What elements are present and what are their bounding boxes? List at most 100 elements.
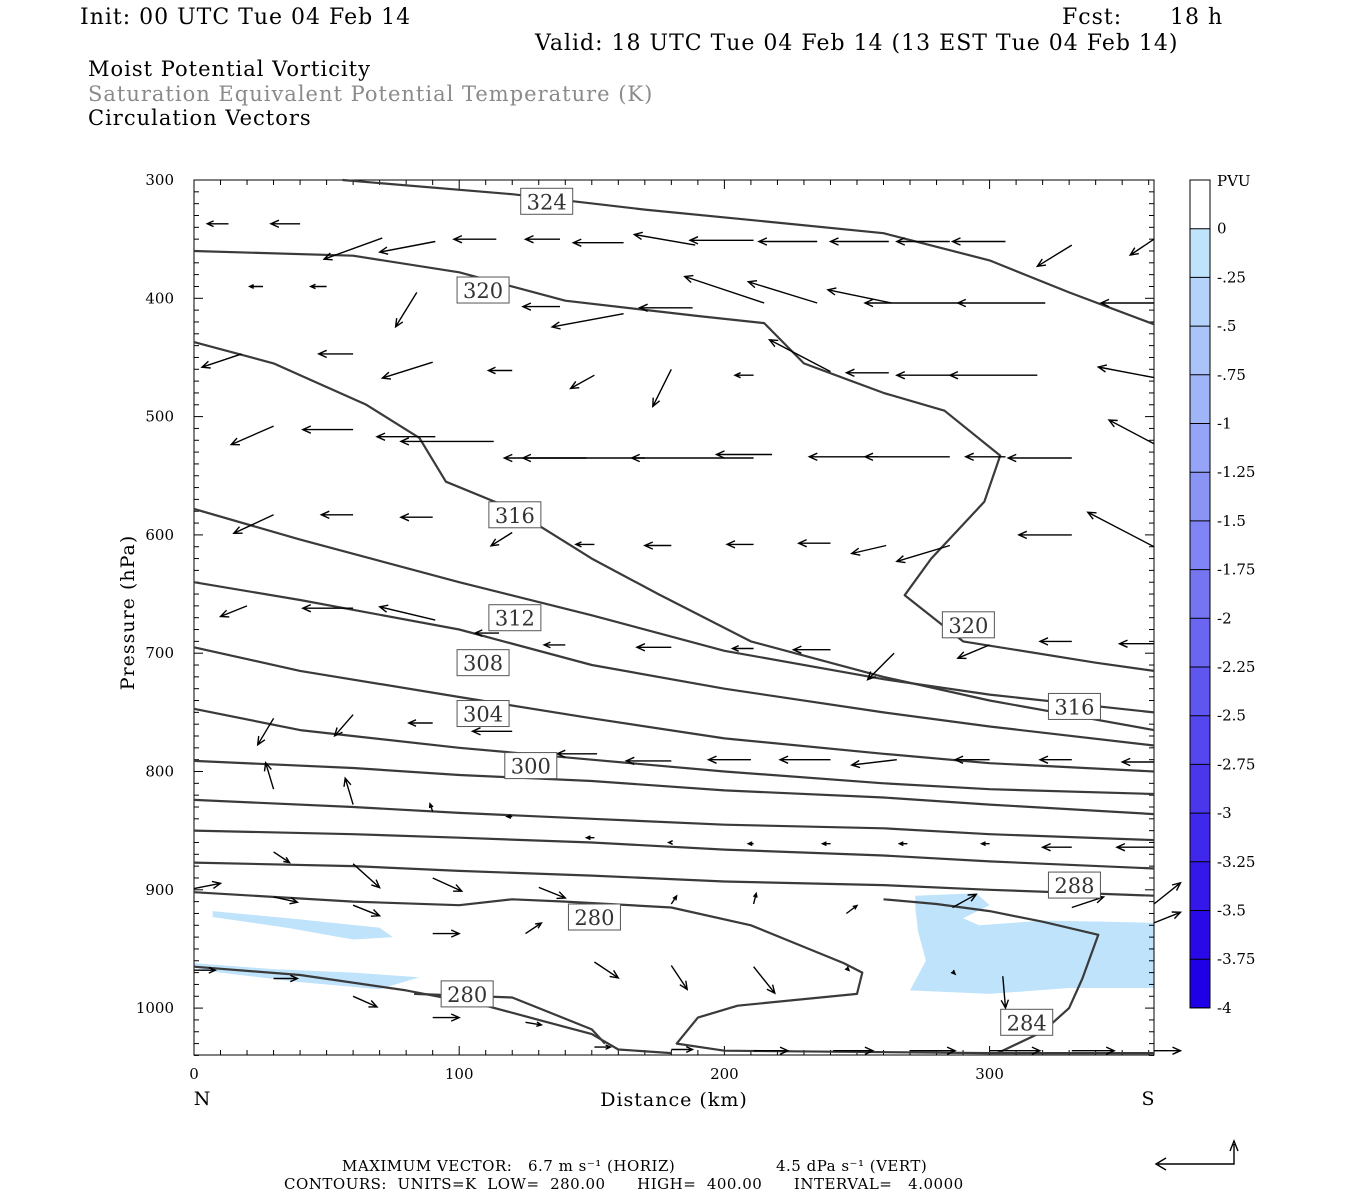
wind-vector <box>333 714 354 738</box>
wind-vector <box>542 641 566 649</box>
contour-label: 324 <box>527 190 567 214</box>
wind-vector <box>322 237 383 261</box>
wind-vector <box>826 287 892 304</box>
wind-vector <box>1154 1046 1183 1055</box>
colorbar-label: -3.5 <box>1217 902 1246 920</box>
contour-label: 284 <box>1007 1011 1047 1035</box>
contour-label: 288 <box>1054 874 1094 898</box>
wind-vector <box>1017 530 1072 540</box>
wind-vector <box>1006 453 1072 463</box>
contour-label-box <box>456 649 510 677</box>
colorbar-swatch <box>1190 423 1210 473</box>
valid-time: Valid: 18 UTC Tue 04 Feb 14 (13 EST Tue … <box>535 31 1179 56</box>
contour-label-box <box>488 604 542 632</box>
wind-vector <box>473 629 499 637</box>
circulation-vectors <box>193 219 1183 1055</box>
wind-vector <box>574 541 595 548</box>
wind-vector <box>671 1045 695 1054</box>
theta-es-contour-308 <box>193 581 1155 747</box>
contour-label: 280 <box>574 906 614 930</box>
colorbar-label: -1.75 <box>1217 561 1255 579</box>
wind-vector <box>706 755 751 764</box>
wind-vector <box>989 1046 1042 1055</box>
wind-vector <box>767 338 831 373</box>
wind-vector <box>1115 842 1154 852</box>
wind-vector <box>352 904 382 917</box>
wind-vector <box>637 303 693 313</box>
wind-vector <box>378 240 436 255</box>
wind-vector <box>432 929 461 938</box>
forecast-hour: 18 h <box>1170 5 1224 30</box>
colorbar-label: -3.25 <box>1217 853 1255 871</box>
forecast-label: Fcst: <box>1062 5 1123 30</box>
y-tick-label: 500 <box>145 408 174 426</box>
wind-vector <box>263 761 275 790</box>
wind-vector <box>979 841 990 847</box>
wind-vector <box>828 237 889 246</box>
x-end-label-north: N <box>194 1088 211 1110</box>
wind-vector <box>833 1046 875 1055</box>
theta-es-contour-296 <box>193 759 1155 816</box>
theta-es-contour-320 <box>193 249 1155 672</box>
wind-vector <box>489 531 513 547</box>
wind-vector <box>948 370 1038 380</box>
theta-es-contour-292 <box>193 798 1155 842</box>
wind-vector <box>624 756 672 766</box>
y-tick-label: 900 <box>145 881 174 899</box>
wind-vector <box>432 877 464 892</box>
wind-vector <box>950 237 1006 246</box>
wind-vector <box>399 512 433 522</box>
wind-vector <box>863 298 964 308</box>
wind-vector <box>594 961 620 979</box>
wind-vector <box>525 922 543 935</box>
x-end-label-south: S <box>1141 1088 1154 1110</box>
contour-label-box <box>456 276 510 304</box>
theta-es-contour-312 <box>193 507 1155 714</box>
theta-es-contour-288 <box>193 861 1155 897</box>
wind-vector <box>428 802 434 812</box>
wind-vector <box>1099 298 1154 308</box>
wind-vector <box>910 1046 957 1055</box>
contour-label-box <box>488 501 542 529</box>
colorbar-label: -1.25 <box>1217 463 1255 481</box>
wind-vector <box>1107 419 1155 445</box>
wind-vector <box>897 841 908 847</box>
wind-vector <box>791 645 831 654</box>
wind-vector <box>714 450 773 459</box>
wind-vector <box>505 814 513 819</box>
contour-label: 308 <box>463 652 503 676</box>
field-title-theta-es: Saturation Equivalent Potential Temperat… <box>88 82 654 106</box>
colorbar-swatch <box>1190 180 1210 229</box>
wind-vector <box>629 453 754 463</box>
x-tick-label: 200 <box>710 1065 739 1083</box>
wind-vector <box>953 755 990 764</box>
wind-vector <box>521 302 560 311</box>
colorbar-label: -1 <box>1217 415 1232 433</box>
wind-vector <box>569 374 595 390</box>
wind-vector <box>273 974 300 983</box>
contour-label: 312 <box>495 607 535 631</box>
wind-vector <box>652 368 672 408</box>
wind-vector <box>845 904 859 915</box>
wind-vector <box>432 1013 461 1022</box>
wind-vector <box>1120 757 1154 767</box>
wind-vector <box>407 719 433 727</box>
wind-vector <box>232 514 274 535</box>
wind-vector <box>670 965 689 991</box>
contour-label-box <box>520 187 574 215</box>
wind-vector <box>688 236 754 245</box>
colorbar-label: -3.75 <box>1217 950 1255 968</box>
colorbar-swatch <box>1190 813 1210 862</box>
wind-vector <box>895 237 950 246</box>
y-tick-label: 300 <box>145 171 174 189</box>
wind-vector <box>635 643 672 652</box>
contour-label-box <box>941 611 995 639</box>
y-tick-label: 400 <box>145 289 174 307</box>
wind-vector <box>550 313 624 330</box>
wind-vector <box>378 604 436 621</box>
y-tick-label: 700 <box>145 644 174 662</box>
wind-vector <box>632 231 696 246</box>
colorbar-label: -2.75 <box>1217 755 1255 773</box>
contour-label: 316 <box>1054 695 1094 719</box>
wind-vector <box>757 237 818 246</box>
